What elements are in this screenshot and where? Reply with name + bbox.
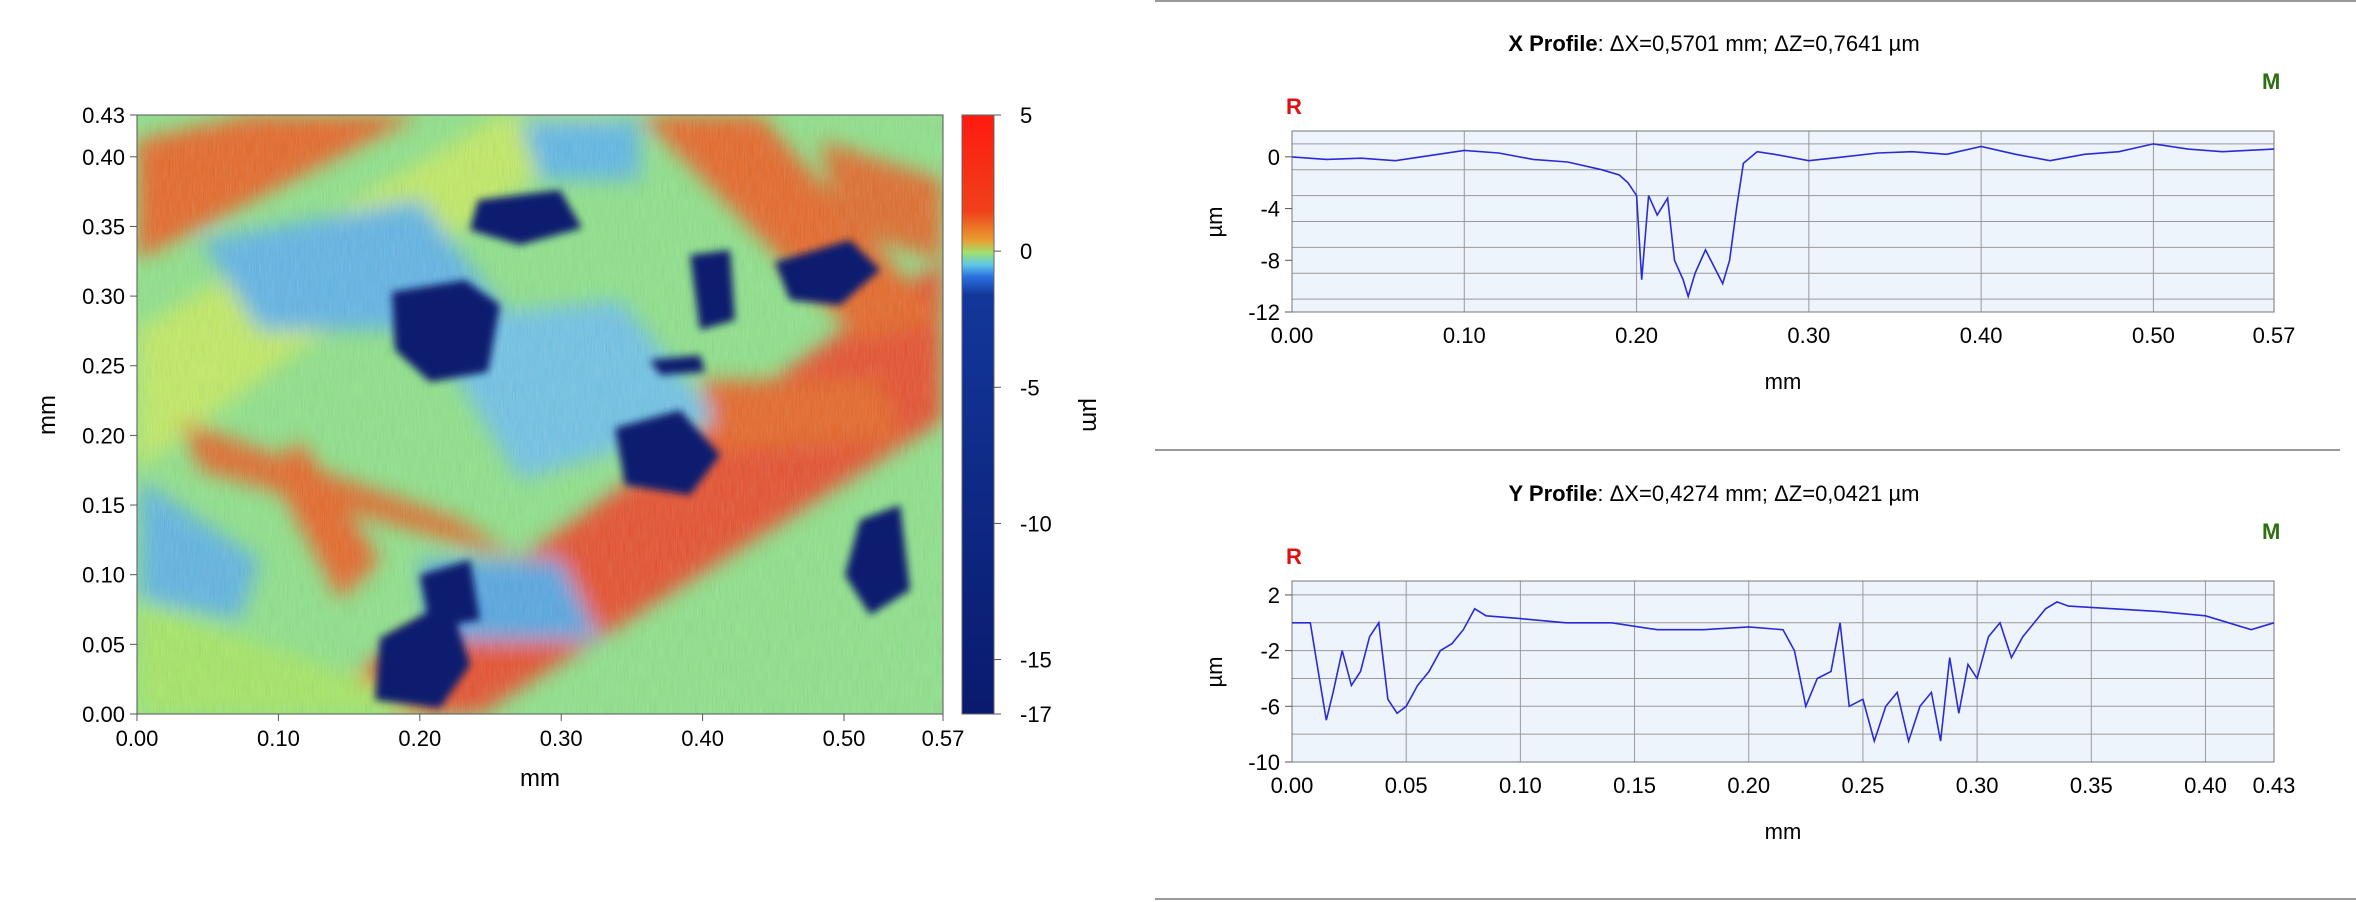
x-profile-x-tick-label: 0.20 (1615, 323, 1658, 348)
heatmap-y-tick-label: 0.25 (82, 354, 125, 379)
colorbar-tick-label: 5 (1020, 103, 1032, 128)
y-profile-x-tick-label: 0.35 (2070, 773, 2113, 798)
y-profile-title-bold: Y Profile (1509, 481, 1598, 506)
y-profile-y-tick-label: 2 (1268, 583, 1280, 608)
y-profile-series-line (1292, 601, 2275, 745)
heatmap-y-ticks: 0.00 0.05 0.10 0.15 0.20 0.25 0.30 0.35 0.40 0.43 (82, 103, 137, 727)
y-profile-x-tick-label: 0.15 (1613, 773, 1656, 798)
heatmap-y-tick-label: 0.35 (82, 214, 125, 239)
heatmap-x-tick-label: 0.40 (681, 726, 724, 751)
x-profile-y-tick-label: 0 (1268, 145, 1280, 170)
heatmap-y-tick-label: 0.43 (82, 103, 125, 128)
heatmap-x-tick-label: 0.57 (922, 726, 965, 751)
x-profile-title: X Profile: ΔX=0,5701 mm; ΔZ=0,7641 µm (1508, 31, 1919, 56)
x-profile-marker-r: R (1286, 94, 1302, 119)
x-profile-title-bold: X Profile (1508, 31, 1597, 56)
x-profile-x-axis-label: mm (1765, 369, 1802, 394)
y-profile-title: Y Profile: ΔX=0,4274 mm; ΔZ=0,0421 µm (1509, 481, 1920, 506)
x-profile-y-axis-label: µm (1202, 206, 1227, 237)
colorbar-tick-label: -10 (1020, 511, 1052, 536)
y-profile-x-tick-label: 0.43 (2253, 773, 2296, 798)
colorbar-tick-label: 0 (1020, 239, 1032, 264)
heatmap-y-tick-label: 0.00 (82, 702, 125, 727)
y-profile-title-rest: : ΔX=0,4274 mm; ΔZ=0,0421 µm (1597, 481, 1919, 506)
colorbar-label: µm (1077, 398, 1104, 432)
x-profile-x-tick-label: 0.50 (2132, 323, 2175, 348)
heatmap-x-tick-label: 0.10 (257, 726, 300, 751)
y-profile-x-tick-label: 0.25 (1842, 773, 1885, 798)
x-profile-frame (1291, 130, 2275, 313)
colorbar-ticks: 5 0 -5 -10 -15 -17 (994, 103, 1052, 727)
y-profile-y-ticks: 2 -2 -6 -10 (1248, 583, 1292, 775)
heatmap-x-axis-label: mm (520, 765, 560, 792)
y-profile-panel: Y Profile: ΔX=0,4274 mm; ΔZ=0,0421 µm R … (1202, 481, 2295, 844)
x-profile-series-line (1291, 143, 2275, 300)
y-profile-x-tick-label: 0.10 (1499, 773, 1542, 798)
x-profile-x-tick-label: 0.30 (1787, 323, 1830, 348)
y-profile-y-axis-label: µm (1202, 656, 1227, 687)
y-profile-grid (1291, 581, 2275, 762)
heatmap-image (137, 115, 943, 714)
heatmap-x-tick-label: 0.20 (398, 726, 441, 751)
heatmap-frame (136, 114, 944, 715)
y-profile-marker-m: M (2262, 519, 2280, 544)
colorbar-tick-label: -15 (1020, 648, 1052, 673)
y-profile-frame (1291, 580, 2275, 763)
y-profile-y-tick-label: -2 (1260, 639, 1280, 664)
x-profile-y-ticks: 0 -4 -8 -12 (1248, 145, 1292, 325)
y-profile-x-tick-label: 0.05 (1385, 773, 1428, 798)
heatmap-y-tick-label: 0.30 (82, 284, 125, 309)
x-profile-title-rest: : ΔX=0,5701 mm; ΔZ=0,7641 µm (1598, 31, 1920, 56)
heatmap-y-tick-label: 0.10 (82, 563, 125, 588)
x-profile-x-tick-label: 0.57 (2253, 323, 2296, 348)
y-profile-x-tick-label: 0.40 (2184, 773, 2227, 798)
y-profile-y-tick-label: -6 (1260, 694, 1280, 719)
heatmap-y-axis-label: mm (34, 395, 61, 435)
y-profile-plot-area (1292, 581, 2274, 762)
x-profile-y-tick-label: -12 (1248, 300, 1280, 325)
y-profile-marker-r: R (1286, 544, 1302, 569)
y-profile-y-tick-label: -10 (1248, 750, 1280, 775)
x-profile-panel: X Profile: ΔX=0,5701 mm; ΔZ=0,7641 µm R … (1202, 31, 2295, 394)
y-profile-x-ticks: 0.00 0.05 0.10 0.15 0.20 0.25 0.30 0.35 0.40 0.43 (1271, 773, 2296, 798)
x-profile-x-tick-label: 0.40 (1960, 323, 2003, 348)
heatmap-x-ticks: 0.00 0.10 0.20 0.30 0.40 0.50 0.57 (116, 714, 965, 751)
heatmap-y-tick-label: 0.20 (82, 423, 125, 448)
y-profile-x-tick-label: 0.30 (1956, 773, 1999, 798)
heatmap-y-tick-label: 0.05 (82, 632, 125, 657)
heatmap-y-tick-label: 0.40 (82, 145, 125, 170)
heatmap-x-tick-label: 0.50 (823, 726, 866, 751)
heatmap-panel: 0.00 0.10 0.20 0.30 0.40 0.50 0.57 0.00 0.05 0.1… (34, 103, 1104, 792)
heatmap-y-tick-label: 0.15 (82, 493, 125, 518)
y-profile-x-tick-label: 0.00 (1271, 773, 1314, 798)
heatmap-x-tick-label: 0.00 (116, 726, 159, 751)
colorbar (961, 114, 995, 715)
x-profile-x-tick-label: 0.00 (1271, 323, 1314, 348)
x-profile-x-ticks: 0.00 0.10 0.20 0.30 0.40 0.50 0.57 (1271, 323, 2296, 348)
deep-pits (375, 190, 910, 708)
x-profile-x-tick-label: 0.10 (1443, 323, 1486, 348)
y-profile-x-axis-label: mm (1765, 819, 1802, 844)
colorbar-tick-label: -5 (1020, 375, 1040, 400)
x-profile-y-tick-label: -4 (1260, 197, 1280, 222)
x-profile-marker-m: M (2262, 69, 2280, 94)
colorbar-tick-label: -17 (1020, 702, 1052, 727)
heatmap-x-tick-label: 0.30 (540, 726, 583, 751)
x-profile-y-tick-label: -8 (1260, 248, 1280, 273)
y-profile-x-tick-label: 0.20 (1727, 773, 1770, 798)
